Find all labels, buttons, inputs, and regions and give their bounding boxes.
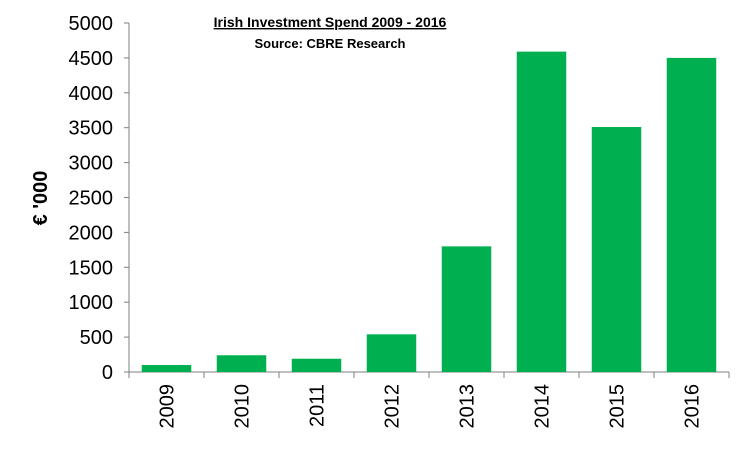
bar-2013 — [441, 246, 492, 372]
chart-title: Irish Investment Spend 2009 - 2016 — [214, 14, 447, 30]
bar-2011 — [291, 358, 342, 372]
x-tick-label: 2011 — [307, 384, 329, 427]
x-axis-labels: 2009 2010 2011 2012 2013 2014 2015 2016 — [157, 384, 704, 429]
x-tick-label: 2013 — [457, 384, 479, 429]
x-tick-label: 2016 — [682, 384, 704, 429]
y-tick-label: 0 — [102, 362, 113, 384]
y-tick-label: 1000 — [69, 292, 114, 314]
chart-subtitle: Source: CBRE Research — [255, 36, 406, 51]
bar-2010 — [216, 355, 267, 372]
y-axis-labels: 0 500 1000 1500 2000 2500 3000 3500 4000 4500 5000 — [69, 13, 114, 384]
x-tick-label: 2015 — [607, 384, 629, 429]
bars — [141, 51, 717, 373]
y-tick-label: 4000 — [69, 83, 114, 105]
y-tick-label: 2000 — [69, 222, 114, 244]
y-tick-label: 5000 — [69, 13, 114, 35]
x-tick-label: 2010 — [232, 384, 254, 429]
y-tick-label: 3500 — [69, 118, 114, 140]
x-axis-ticks — [128, 372, 730, 378]
bar-2014 — [516, 51, 567, 372]
y-tick-label: 4500 — [69, 48, 114, 70]
x-tick-label: 2014 — [532, 384, 554, 429]
y-axis-title: € '000 — [30, 171, 52, 226]
y-tick-label: 2500 — [69, 188, 114, 210]
bar-2009 — [141, 365, 192, 372]
x-tick-label: 2012 — [382, 384, 404, 429]
y-tick-label: 500 — [80, 327, 113, 349]
bar-2012 — [366, 334, 417, 372]
bar-2015 — [591, 127, 642, 372]
y-axis-ticks — [124, 22, 129, 373]
bar-2016 — [666, 57, 717, 373]
y-tick-label: 1500 — [69, 257, 114, 279]
y-tick-label: 3000 — [69, 153, 114, 175]
x-tick-label: 2009 — [157, 384, 179, 429]
